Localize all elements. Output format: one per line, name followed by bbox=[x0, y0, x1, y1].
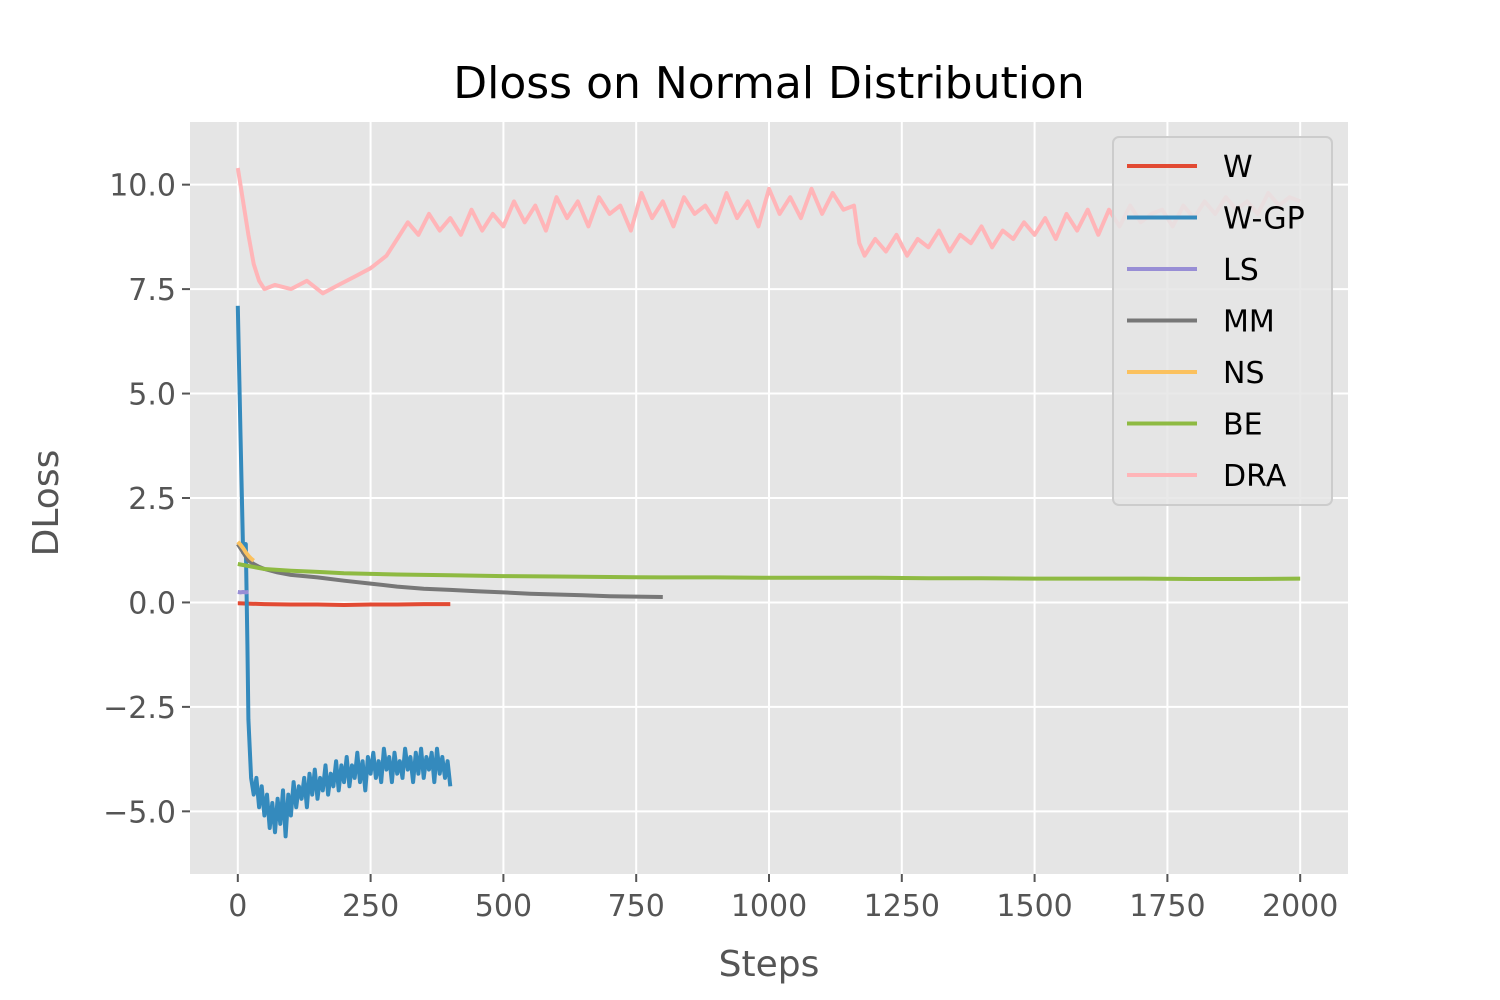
y-tick-label: 0.0 bbox=[128, 586, 176, 621]
x-tick-label: 0 bbox=[228, 889, 247, 924]
x-tick-label: 750 bbox=[608, 889, 665, 924]
y-tick-label: −2.5 bbox=[103, 691, 176, 726]
y-axis-ticks: −5.0 −2.5 0.0 2.5 5.0 7.5 10.0 bbox=[103, 169, 190, 830]
x-tick-label: 2000 bbox=[1262, 889, 1338, 924]
series-layer bbox=[235, 167, 1301, 839]
x-axis-ticks: 0 250 500 750 1000 1250 1500 1750 2000 bbox=[228, 874, 1338, 924]
legend-label-dra: DRA bbox=[1223, 459, 1287, 494]
chart-title: Dloss on Normal Distribution bbox=[453, 58, 1085, 109]
series-line-ns bbox=[236, 540, 255, 563]
series-line-mm bbox=[236, 542, 663, 599]
series-line-be bbox=[237, 562, 1301, 581]
legend-box bbox=[1112, 136, 1333, 506]
x-tick-label: 1500 bbox=[996, 889, 1072, 924]
x-tick-label: 250 bbox=[342, 889, 399, 924]
y-tick-label: 5.0 bbox=[128, 378, 176, 413]
series-line-w bbox=[237, 601, 451, 607]
y-axis-label: DLoss bbox=[26, 450, 67, 557]
legend: W W-GP LS MM NS BE DRA bbox=[1112, 136, 1333, 506]
legend-label-be: BE bbox=[1223, 408, 1263, 443]
x-tick-label: 1000 bbox=[731, 889, 807, 924]
y-tick-label: 7.5 bbox=[128, 273, 176, 308]
y-tick-label: −5.0 bbox=[103, 795, 176, 830]
legend-label-ns: NS bbox=[1223, 356, 1264, 391]
x-tick-label: 1250 bbox=[864, 889, 940, 924]
legend-label-mm: MM bbox=[1223, 305, 1275, 340]
x-tick-label: 500 bbox=[475, 889, 532, 924]
y-tick-label: 2.5 bbox=[128, 482, 176, 517]
x-axis-label: Steps bbox=[719, 944, 820, 985]
y-tick-label: 10.0 bbox=[109, 169, 176, 204]
series-line-w-gp bbox=[235, 305, 453, 839]
legend-label-w-gp: W-GP bbox=[1223, 202, 1305, 237]
legend-label-ls: LS bbox=[1223, 253, 1259, 288]
x-tick-label: 1750 bbox=[1129, 889, 1205, 924]
legend-label-w: W bbox=[1223, 150, 1253, 185]
